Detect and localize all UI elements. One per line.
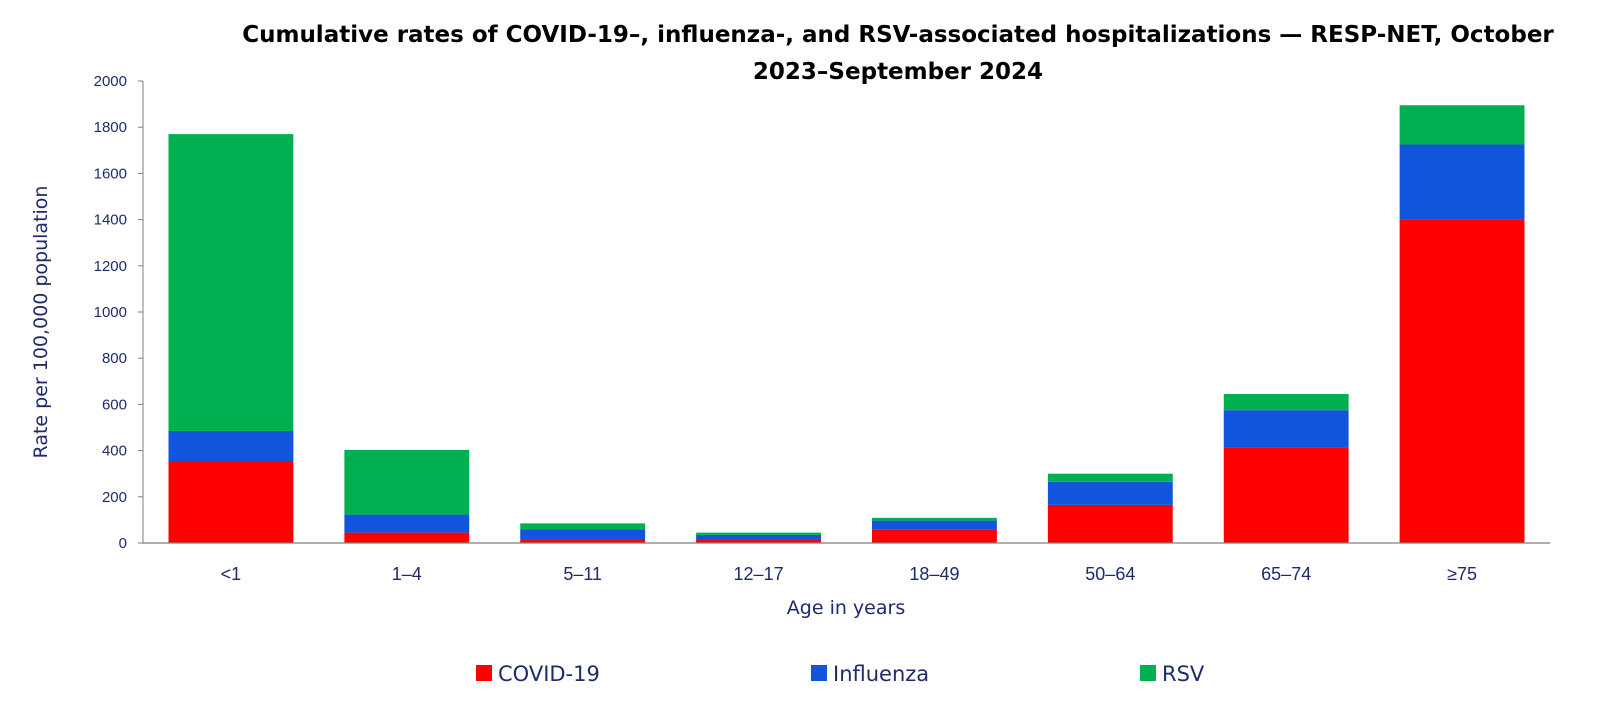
x-tick-label: 1–4 <box>392 564 422 584</box>
x-tick-label: 65–74 <box>1261 564 1311 584</box>
bar-segment-rsv <box>344 449 470 515</box>
bar-segment-rsv <box>872 517 997 521</box>
bar-segment-rsv <box>168 134 294 431</box>
y-tick-label: 1400 <box>94 212 127 229</box>
y-tick-label: 1800 <box>94 119 127 136</box>
bar-segment-influenza <box>1047 481 1173 505</box>
y-tick-label: 600 <box>102 396 127 413</box>
y-tick-label: 200 <box>102 489 127 506</box>
x-tick-label: 12–17 <box>734 564 784 584</box>
x-tick-label: 5–11 <box>563 564 602 584</box>
legend-swatch <box>1140 665 1156 681</box>
y-tick-label: 400 <box>102 443 127 460</box>
bar-segment-influenza <box>1223 410 1349 448</box>
bar-segment-influenza <box>520 529 646 540</box>
bar-segment-rsv <box>1047 473 1173 482</box>
bar-segment-covid-19 <box>872 529 997 543</box>
y-tick-label: 800 <box>102 350 127 367</box>
chart-title-line-2: 2023–September 2024 <box>753 59 1043 85</box>
legend-label: COVID-19 <box>498 662 600 686</box>
x-axis-ticks: <1 1–4 5–11 12–17 18–49 50–64 65–74 ≥75 <box>221 564 1477 584</box>
bar-segment-rsv <box>696 532 821 535</box>
bar-segment-covid-19 <box>344 532 470 543</box>
bar-segment-rsv <box>520 523 646 530</box>
bar-segment-influenza <box>168 430 294 461</box>
x-tick-label: 18–49 <box>909 564 959 584</box>
legend-swatch <box>811 665 827 681</box>
y-tick-label: 2000 <box>94 73 127 90</box>
bar-segment-covid-19 <box>1223 447 1349 543</box>
bar-segment-rsv <box>1223 394 1349 411</box>
y-axis-ticks: 0 200 400 600 800 1000 1200 1400 1600 1800 2000 <box>94 73 143 552</box>
bar-stacks <box>168 105 1525 543</box>
bar-segment-influenza <box>872 520 997 530</box>
y-axis-label: Rate per 100,000 population <box>30 186 52 459</box>
bar-segment-covid-19 <box>1399 219 1525 543</box>
y-tick-label: 1600 <box>94 165 127 182</box>
bar-segment-influenza <box>1399 144 1525 220</box>
x-axis-label: Age in years <box>787 597 905 619</box>
bar-segment-covid-19 <box>1047 504 1173 543</box>
legend-swatch <box>476 665 492 681</box>
x-tick-label: 50–64 <box>1085 564 1135 584</box>
y-tick-label: 1000 <box>94 304 127 321</box>
bar-segment-influenza <box>344 514 470 533</box>
y-tick-label: 0 <box>119 535 127 552</box>
legend-label: RSV <box>1162 662 1205 686</box>
bar-segment-covid-19 <box>696 539 821 543</box>
bar-segment-covid-19 <box>520 539 646 543</box>
legend: COVID-19 Influenza RSV <box>476 662 1205 686</box>
bar-segment-covid-19 <box>168 460 294 543</box>
bar-segment-rsv <box>1399 105 1525 145</box>
x-tick-label: <1 <box>221 564 242 584</box>
y-tick-label: 1200 <box>94 258 127 275</box>
legend-label: Influenza <box>833 662 929 686</box>
chart-title-line-1: Cumulative rates of COVID-19–, influenza… <box>242 22 1554 48</box>
bar-segment-influenza <box>696 534 821 540</box>
x-tick-label: ≥75 <box>1447 564 1477 584</box>
